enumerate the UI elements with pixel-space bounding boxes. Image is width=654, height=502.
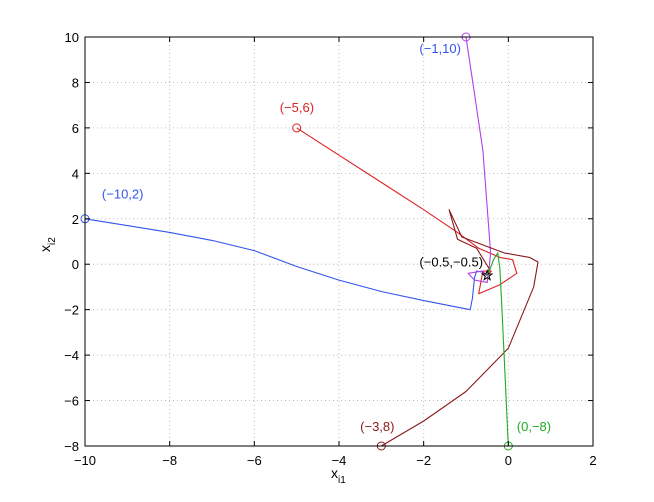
grid [85, 37, 593, 446]
start-point-annotation: (−5,6) [280, 100, 314, 115]
y-tick-label: 8 [72, 75, 79, 90]
y-tick-label: 2 [72, 212, 79, 227]
x-tick-label: −4 [332, 453, 347, 468]
y-tick-label: 0 [72, 257, 79, 272]
annotations: (−10,2) (−5,6) (−1,10) (−3,8) (0,−8) (−0.5,−0… [102, 41, 551, 434]
series-layer [84, 36, 539, 447]
y-tick-label: −2 [64, 303, 79, 318]
y-tick-label: 6 [72, 121, 79, 136]
y-tick-label: 4 [72, 166, 79, 181]
trajectory-line [465, 36, 492, 283]
start-point-annotation: (−3,8) [360, 419, 394, 434]
x-tick-label: −10 [74, 453, 96, 468]
trajectory-line [296, 127, 518, 295]
x-axis-label: xi1 [331, 465, 346, 486]
equilibrium-star-marker [480, 269, 494, 281]
start-point-annotation: (−10,2) [102, 186, 144, 201]
start-point-annotation: (0,−8) [517, 419, 551, 434]
y-tick-label: −8 [64, 439, 79, 454]
trajectory-line [486, 252, 509, 447]
x-tick-label: −6 [247, 453, 262, 468]
trajectory-line [84, 218, 488, 311]
y-axis-label: xi2 [37, 237, 58, 252]
y-tick-label: −4 [64, 348, 79, 363]
trajectory-line [381, 209, 539, 447]
start-point-annotation: (−0.5,−0.5) [419, 254, 483, 269]
x-tick-label: −8 [162, 453, 177, 468]
x-tick-label: 2 [589, 453, 596, 468]
x-tick-label: −2 [416, 453, 431, 468]
start-point-marker [292, 123, 302, 133]
y-tick-label: −6 [64, 394, 79, 409]
start-point-annotation: (−1,10) [419, 41, 461, 56]
x-tick-label: 0 [505, 453, 512, 468]
y-tick-label: 10 [65, 30, 79, 45]
